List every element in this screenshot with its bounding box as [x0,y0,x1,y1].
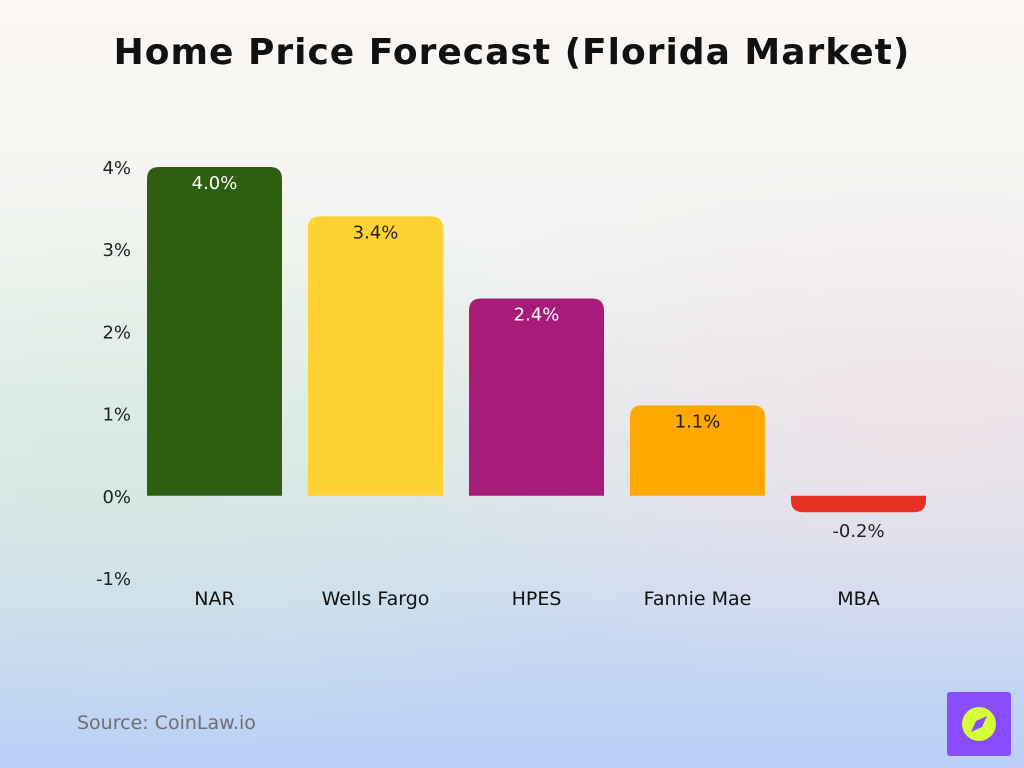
data-label: -0.2% [832,521,884,542]
brand-logo [947,692,1011,756]
x-category-label: NAR [194,588,234,610]
bar-hpes [469,298,604,496]
y-tick-label: 0% [102,487,131,508]
chart-title: Home Price Forecast (Florida Market) [113,32,911,73]
y-tick-label: 2% [102,322,131,343]
bar-mba [791,495,926,513]
bar-fannie-mae [630,405,765,496]
bar-wells-fargo [308,216,443,496]
bar-chart: 4% 3% 2% 1% 0% -1% 4.0% NAR 3.4% Wells Fargo 2.4% H… [96,158,926,610]
data-label: 3.4% [353,222,399,243]
bar-nar [147,167,282,496]
source-note: Source: CoinLaw.io [77,712,256,734]
x-category-label: MBA [837,588,879,610]
x-category-label: Fannie Mae [644,588,752,610]
y-tick-label: -1% [96,569,131,590]
y-tick-label: 4% [102,158,131,179]
x-category-label: HPES [512,588,562,610]
x-category-label: Wells Fargo [322,588,430,610]
data-label: 2.4% [514,305,560,326]
y-tick-label: 3% [102,240,131,261]
data-label: 1.1% [675,411,721,432]
data-label: 4.0% [192,173,238,194]
compass-icon [962,707,996,741]
y-tick-label: 1% [102,405,131,426]
